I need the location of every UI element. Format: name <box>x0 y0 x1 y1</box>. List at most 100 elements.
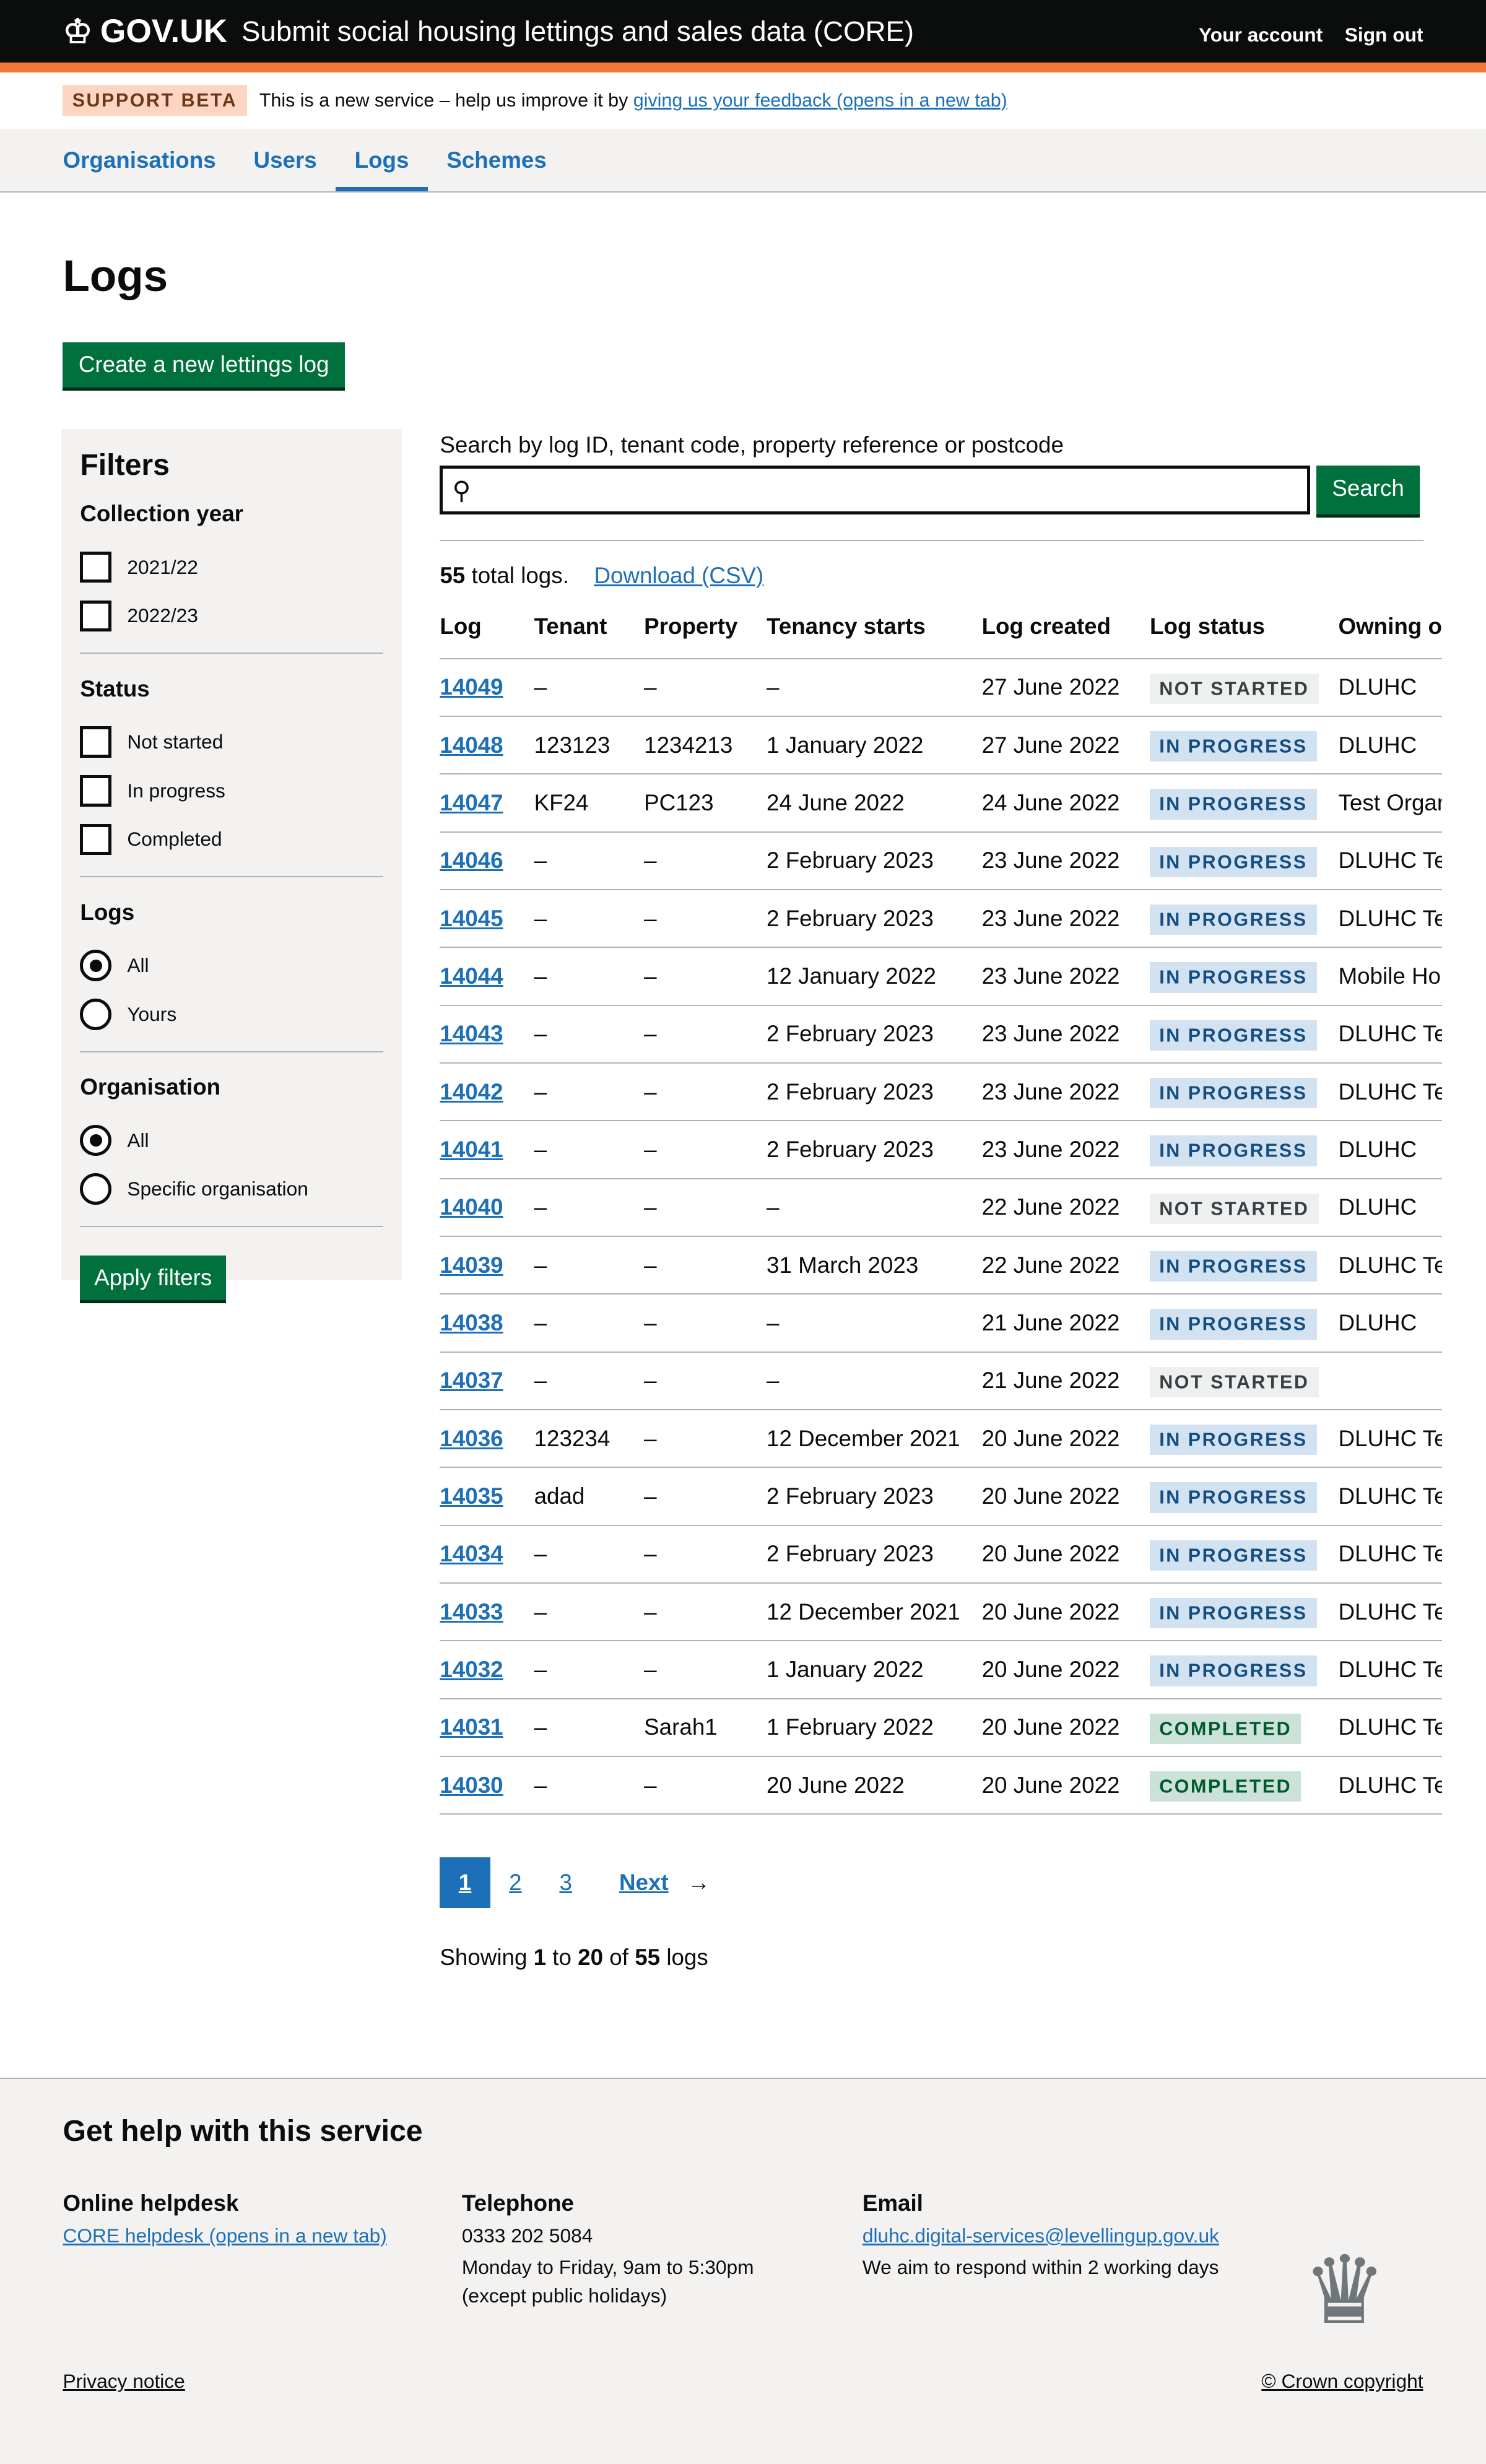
log-id-link[interactable]: 14047 <box>440 789 503 815</box>
helpdesk-link[interactable]: CORE helpdesk (opens in a new tab) <box>63 2224 387 2247</box>
status-in-progress-checkbox[interactable]: In progress <box>80 766 383 815</box>
log-id-link[interactable]: 14044 <box>440 963 503 989</box>
cell-tenancy-start: 20 June 2022 <box>767 1772 905 1798</box>
nav-users[interactable]: Users <box>253 147 317 173</box>
log-id-link[interactable]: 14032 <box>440 1656 503 1682</box>
header-accent-bar <box>0 63 1486 72</box>
log-id-link[interactable]: 14037 <box>440 1368 503 1394</box>
log-id-link[interactable]: 14038 <box>440 1309 503 1335</box>
log-id-link[interactable]: 14048 <box>440 732 503 758</box>
logs-yours-radio[interactable]: Yours <box>80 990 383 1039</box>
cell-created: 24 June 2022 <box>981 789 1120 815</box>
log-id-link[interactable]: 14030 <box>440 1772 503 1798</box>
nav-schemes[interactable]: Schemes <box>446 147 547 173</box>
cell-owner: DLUHC <box>1338 674 1417 700</box>
status-badge: IN PROGRESS <box>1150 1020 1317 1051</box>
royal-coat-of-arms-icon: ♛ <box>1302 2238 1387 2344</box>
email-note: We aim to respond within 2 working days <box>862 2256 1219 2279</box>
cell-tenant: adad <box>534 1483 585 1509</box>
email-title: Email <box>862 2190 923 2216</box>
cell-tenant: 123234 <box>534 1425 610 1451</box>
crown-copyright-link[interactable]: © Crown copyright <box>1261 2369 1423 2392</box>
status-badge: IN PROGRESS <box>1150 1135 1317 1166</box>
table-row: 14049 – – – 27 June 2022 NOT STARTED DLUHC <box>440 657 1442 716</box>
nav-organisations[interactable]: Organisations <box>63 147 216 173</box>
cell-tenancy-start: 12 January 2022 <box>767 963 936 989</box>
cell-tenant: KF24 <box>534 789 589 815</box>
cell-owner: DLUHC Tes <box>1338 1078 1441 1104</box>
logo-text: GOV.UK <box>100 13 228 50</box>
log-id-link[interactable]: 14049 <box>440 674 503 700</box>
cell-tenancy-start: 31 March 2023 <box>767 1252 919 1278</box>
org-all-radio[interactable]: All <box>80 1116 383 1165</box>
cell-owner: DLUHC Tes <box>1338 1425 1441 1451</box>
organisation-label: Organisation <box>80 1074 221 1100</box>
column-header: Tenant <box>534 613 607 639</box>
nav-logs[interactable]: Logs <box>336 129 428 191</box>
cell-owner: DLUHC Tes <box>1338 1541 1441 1567</box>
page-1-link[interactable]: 1 <box>440 1857 490 1909</box>
log-id-link[interactable]: 14034 <box>440 1541 503 1567</box>
cell-tenant: – <box>534 1772 547 1798</box>
status-badge: IN PROGRESS <box>1150 1540 1317 1571</box>
download-csv-link[interactable]: Download (CSV) <box>594 563 764 589</box>
status-label: Status <box>80 675 150 701</box>
showing-count: Showing 1 to 20 of 55 logs <box>440 1944 708 1970</box>
feedback-link[interactable]: giving us your feedback (opens in a new … <box>633 89 1007 111</box>
next-page-link[interactable]: Next <box>619 1870 669 1895</box>
log-id-link[interactable]: 14033 <box>440 1599 503 1625</box>
service-name[interactable]: Submit social housing lettings and sales… <box>241 15 915 47</box>
cell-created: 22 June 2022 <box>981 1194 1120 1220</box>
apply-filters-button[interactable]: Apply filters <box>80 1256 227 1301</box>
org-specific-radio[interactable]: Specific organisation <box>80 1165 383 1213</box>
cell-tenant: – <box>534 1021 547 1047</box>
log-id-link[interactable]: 14035 <box>440 1483 503 1509</box>
year-2021-checkbox[interactable]: 2021/22 <box>80 543 383 592</box>
cell-tenancy-start: 1 January 2022 <box>767 732 924 758</box>
your-account-link[interactable]: Your account <box>1199 24 1323 46</box>
search-icon: ⚲ <box>452 475 471 505</box>
log-id-link[interactable]: 14043 <box>440 1021 503 1047</box>
page-3-link[interactable]: 3 <box>559 1870 572 1895</box>
log-id-link[interactable]: 14036 <box>440 1425 503 1451</box>
phone-note: (except public holidays) <box>461 2284 667 2307</box>
sign-out-link[interactable]: Sign out <box>1344 24 1423 46</box>
log-id-link[interactable]: 14046 <box>440 848 503 874</box>
cell-owner: DLUHC <box>1338 1136 1417 1162</box>
column-header: Log created <box>981 613 1111 639</box>
create-lettings-log-button[interactable]: Create a new lettings log <box>63 342 345 388</box>
log-id-link[interactable]: 14042 <box>440 1078 503 1104</box>
logs-all-radio[interactable]: All <box>80 941 383 990</box>
column-header: Log status <box>1150 613 1265 639</box>
log-id-link[interactable]: 14031 <box>440 1714 503 1740</box>
cell-tenancy-start: 12 December 2021 <box>767 1599 960 1625</box>
cell-tenant: – <box>534 1368 547 1394</box>
privacy-notice-link[interactable]: Privacy notice <box>63 2369 185 2392</box>
status-badge: IN PROGRESS <box>1150 1655 1317 1686</box>
cell-tenant: – <box>534 905 547 931</box>
log-id-link[interactable]: 14045 <box>440 905 503 931</box>
cell-tenancy-start: – <box>767 1368 780 1394</box>
log-id-link[interactable]: 14039 <box>440 1252 503 1278</box>
column-header: Property <box>644 613 738 639</box>
status-completed-checkbox[interactable]: Completed <box>80 815 383 864</box>
log-id-link[interactable]: 14040 <box>440 1194 503 1220</box>
table-row: 14031 – Sarah1 1 February 2022 20 June 2022 C… <box>440 1698 1442 1756</box>
table-row: 14040 – – – 22 June 2022 NOT STARTED DLUHC <box>440 1178 1442 1236</box>
cell-created: 21 June 2022 <box>981 1309 1120 1335</box>
email-link[interactable]: dluhc.digital-services@levellingup.gov.u… <box>862 2224 1219 2247</box>
site-header: ♔ GOV.UK Submit social housing lettings a… <box>0 0 1486 63</box>
search-input[interactable]: ⚲ <box>440 466 1310 514</box>
year-2022-checkbox[interactable]: 2022/23 <box>80 591 383 640</box>
cell-owner: Mobile Hou <box>1338 963 1442 989</box>
govuk-logo[interactable]: ♔ GOV.UK <box>63 12 227 51</box>
cell-created: 23 June 2022 <box>981 1136 1120 1162</box>
table-row: 14048 123123 1234213 1 January 2022 27 June … <box>440 716 1442 774</box>
search-button[interactable]: Search <box>1316 466 1420 514</box>
cell-created: 27 June 2022 <box>981 732 1120 758</box>
status-not-started-checkbox[interactable]: Not started <box>80 718 383 766</box>
cell-tenancy-start: 1 February 2022 <box>767 1714 934 1740</box>
page-2-link[interactable]: 2 <box>509 1870 522 1895</box>
status-badge: IN PROGRESS <box>1150 789 1317 820</box>
log-id-link[interactable]: 14041 <box>440 1136 503 1162</box>
